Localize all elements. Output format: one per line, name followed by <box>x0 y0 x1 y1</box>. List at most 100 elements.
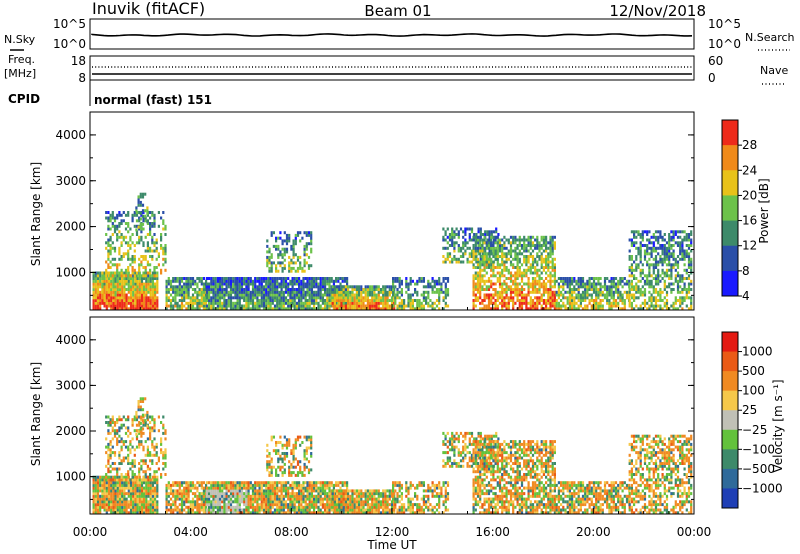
power-cell <box>637 290 640 294</box>
power-cell <box>183 304 186 308</box>
power-cell <box>628 304 631 308</box>
power-cell <box>507 296 510 300</box>
velocity-cell <box>134 505 137 509</box>
velocity-cell <box>125 497 128 501</box>
velocity-cell <box>202 508 205 512</box>
power-cell <box>652 288 655 291</box>
power-cell <box>497 233 500 236</box>
power-cell <box>129 238 132 242</box>
velocity-cell <box>164 453 167 457</box>
velocity-cell <box>212 489 215 493</box>
velocity-cell <box>143 503 146 507</box>
power-cell <box>285 242 289 246</box>
power-cell <box>639 268 642 272</box>
velocity-cell <box>146 448 149 452</box>
power-cell <box>536 268 539 272</box>
power-cell <box>99 279 102 283</box>
power-cell <box>512 288 515 291</box>
power-cell <box>549 246 552 250</box>
power-cell <box>273 277 277 280</box>
power-cell <box>553 304 556 308</box>
power-cell <box>205 279 208 283</box>
power-cell <box>601 304 604 308</box>
power-cell <box>665 293 669 297</box>
power-cell <box>479 263 482 267</box>
power-cell <box>328 293 331 297</box>
power-cell <box>94 307 97 311</box>
power-cell <box>665 301 669 305</box>
velocity-cell <box>118 486 122 490</box>
power-cell <box>479 277 482 280</box>
power-cell <box>227 296 230 300</box>
power-cell <box>516 252 519 256</box>
power-cell <box>630 241 633 245</box>
power-cell <box>328 285 331 289</box>
power-cell <box>501 263 504 267</box>
power-cell <box>138 227 141 231</box>
power-cell <box>551 249 554 253</box>
power-cell <box>129 293 133 297</box>
power-cell <box>503 301 506 305</box>
velocity-cell <box>169 489 173 493</box>
power-cell <box>663 285 666 289</box>
power-cell <box>516 257 519 261</box>
power-cell <box>225 277 228 280</box>
power-cell <box>319 299 322 302</box>
power-cell <box>659 230 662 234</box>
velocity-cell <box>129 508 133 512</box>
velocity-cell <box>136 500 139 504</box>
power-cell <box>214 299 217 302</box>
power-cell <box>525 304 528 308</box>
power-cell <box>619 277 622 280</box>
power-cell <box>466 257 469 261</box>
power-cell <box>116 282 119 286</box>
power-cell <box>198 304 201 308</box>
velocity-cell <box>164 456 167 460</box>
power-cell <box>492 266 495 269</box>
power-cell <box>101 279 104 283</box>
power-cell <box>459 255 463 258</box>
power-cell <box>212 307 215 311</box>
power-cell <box>293 304 296 308</box>
power-cell <box>498 241 502 245</box>
velocity-cell <box>113 434 117 438</box>
power-cell <box>494 274 497 278</box>
velocity-cell <box>165 486 168 490</box>
power-cell <box>96 285 100 289</box>
velocity-cell <box>187 511 190 515</box>
velocity-cell <box>134 492 137 496</box>
power-cell <box>549 244 552 247</box>
power-cell <box>262 301 266 305</box>
power-cell <box>332 279 335 283</box>
power-cell <box>472 285 475 289</box>
power-cell <box>294 233 297 237</box>
power-cell <box>149 299 152 302</box>
power-cell <box>140 260 143 264</box>
velocity-cell <box>174 505 177 509</box>
velocity-cell <box>138 503 141 507</box>
power-cell <box>147 296 150 300</box>
power-cell <box>111 224 114 228</box>
power-cell <box>435 288 439 291</box>
power-cell <box>238 288 241 291</box>
power-cell <box>438 307 441 311</box>
power-cell <box>514 255 517 258</box>
power-cell <box>403 304 406 308</box>
power-cell <box>529 299 532 302</box>
power-cell <box>545 277 548 280</box>
power-cell <box>111 213 114 217</box>
velocity-cell <box>129 462 132 465</box>
power-cell <box>216 293 219 297</box>
power-cell <box>221 307 224 311</box>
power-cell <box>400 279 403 283</box>
power-cell <box>142 216 145 220</box>
velocity-cell <box>129 505 133 509</box>
power-cell <box>143 293 146 297</box>
power-cell <box>568 307 571 311</box>
power-cell <box>216 277 219 280</box>
power-cell <box>641 263 644 267</box>
power-cell <box>568 293 571 297</box>
power-cell <box>296 233 300 237</box>
power-cell <box>280 293 283 297</box>
power-cell <box>300 285 303 289</box>
